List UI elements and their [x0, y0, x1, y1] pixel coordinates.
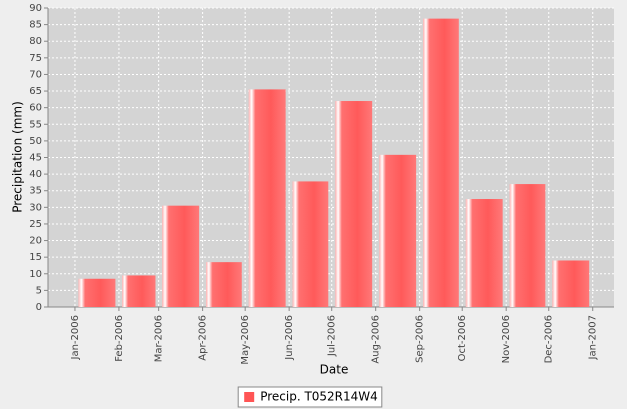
- y-tick-label: 30: [29, 202, 42, 213]
- x-tick-label: Jul-2006: [327, 315, 338, 357]
- bar: [335, 101, 373, 308]
- y-tick-label: 75: [29, 53, 42, 64]
- bar: [248, 89, 286, 308]
- y-tick-label: 40: [29, 169, 42, 180]
- bar: [509, 184, 546, 307]
- y-tick-label: 45: [29, 153, 42, 164]
- x-tick-label: Feb-2006: [114, 315, 125, 362]
- bar: [292, 181, 329, 307]
- legend-label: Precip. T052R14W4: [260, 390, 378, 404]
- x-tick-label: Aug-2006: [371, 315, 382, 364]
- bar: [552, 260, 590, 307]
- bar: [78, 278, 116, 307]
- y-tick-label: 35: [29, 186, 42, 197]
- bar: [465, 199, 503, 307]
- y-tick-label: 60: [29, 103, 42, 114]
- x-tick-label: Jun-2006: [284, 315, 295, 361]
- legend: Precip. T052R14W4: [237, 386, 383, 408]
- y-tick-label: 0: [36, 302, 42, 313]
- x-tick-label: Nov-2006: [501, 315, 512, 363]
- y-tick-label: 65: [29, 86, 42, 97]
- y-tick-label: 55: [29, 119, 42, 130]
- legend-swatch: [244, 392, 255, 402]
- bar: [162, 205, 200, 307]
- x-tick-label: Mar-2006: [154, 315, 165, 362]
- y-tick-label: 10: [29, 269, 42, 280]
- y-tick-label: 80: [29, 36, 42, 47]
- y-tick-label: 85: [29, 20, 42, 31]
- y-tick-label: 25: [29, 219, 42, 230]
- y-tick-label: 90: [29, 3, 42, 14]
- x-tick-label: Oct-2006: [457, 315, 468, 361]
- x-axis-label: Date: [320, 363, 349, 377]
- bar: [423, 18, 459, 308]
- x-tick-label: Jan-2007: [588, 315, 599, 360]
- bar: [379, 154, 417, 307]
- x-tick-label: Sep-2006: [415, 315, 426, 363]
- x-tick-label: Apr-2006: [198, 315, 209, 361]
- y-tick-label: 20: [29, 236, 42, 247]
- y-tick-label: 70: [29, 69, 42, 80]
- x-tick-label: May-2006: [240, 315, 251, 365]
- x-tick-label: Jan-2006: [70, 315, 81, 360]
- bar: [206, 262, 242, 307]
- y-tick-label: 50: [29, 136, 42, 147]
- x-tick-label: Dec-2006: [544, 315, 555, 363]
- y-tick-label: 5: [36, 285, 42, 296]
- y-axis-label: Precipitation (mm): [11, 101, 25, 213]
- bar: [122, 275, 156, 307]
- y-tick-label: 15: [29, 252, 42, 263]
- legend-box: [237, 386, 383, 408]
